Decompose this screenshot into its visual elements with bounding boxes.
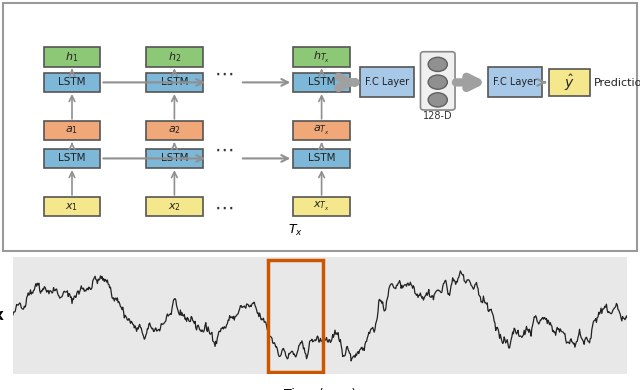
FancyBboxPatch shape <box>420 52 455 110</box>
FancyBboxPatch shape <box>146 121 203 140</box>
Text: $\cdots$: $\cdots$ <box>214 64 234 83</box>
FancyBboxPatch shape <box>146 47 203 67</box>
FancyBboxPatch shape <box>44 197 100 216</box>
Text: $a_1$: $a_1$ <box>65 125 79 136</box>
Text: LSTM: LSTM <box>161 153 188 163</box>
FancyBboxPatch shape <box>146 149 203 168</box>
Text: $a_{T_x}$: $a_{T_x}$ <box>313 124 330 137</box>
FancyBboxPatch shape <box>293 121 350 140</box>
FancyBboxPatch shape <box>146 73 203 92</box>
Text: 128-D: 128-D <box>423 111 452 121</box>
Text: LSTM: LSTM <box>58 77 86 87</box>
FancyBboxPatch shape <box>44 47 100 67</box>
Text: $\hat{y}$: $\hat{y}$ <box>564 73 575 93</box>
Text: $h_2$: $h_2$ <box>168 50 181 64</box>
FancyBboxPatch shape <box>44 73 100 92</box>
Text: LSTM: LSTM <box>161 77 188 87</box>
FancyBboxPatch shape <box>488 67 542 98</box>
Text: x: x <box>0 308 4 323</box>
Text: $x_{T_x}$: $x_{T_x}$ <box>313 200 330 213</box>
Text: $\cdots$: $\cdots$ <box>214 140 234 159</box>
Text: F.C Layer: F.C Layer <box>493 77 537 87</box>
FancyBboxPatch shape <box>44 149 100 168</box>
FancyBboxPatch shape <box>293 197 350 216</box>
Text: F.C Layer: F.C Layer <box>365 77 409 87</box>
FancyBboxPatch shape <box>3 2 637 251</box>
Text: $x_2$: $x_2$ <box>168 201 181 213</box>
Text: LSTM: LSTM <box>308 77 335 87</box>
Text: Prediction: Prediction <box>594 78 640 88</box>
Text: $x_1$: $x_1$ <box>65 201 79 213</box>
Text: $T_x$: $T_x$ <box>288 222 303 238</box>
FancyBboxPatch shape <box>549 69 590 96</box>
Ellipse shape <box>428 93 447 107</box>
FancyBboxPatch shape <box>44 121 100 140</box>
Text: $a_2$: $a_2$ <box>168 125 181 136</box>
Ellipse shape <box>428 57 447 71</box>
Text: LSTM: LSTM <box>58 153 86 163</box>
FancyBboxPatch shape <box>146 197 203 216</box>
Text: $h_{T_x}$: $h_{T_x}$ <box>313 50 330 65</box>
Bar <box>268 260 323 372</box>
Text: Time (secs): Time (secs) <box>284 388 356 390</box>
FancyBboxPatch shape <box>360 67 414 98</box>
FancyBboxPatch shape <box>293 47 350 67</box>
Text: $h_1$: $h_1$ <box>65 50 79 64</box>
Ellipse shape <box>428 75 447 89</box>
Text: LSTM: LSTM <box>308 153 335 163</box>
FancyBboxPatch shape <box>293 73 350 92</box>
Text: $\cdots$: $\cdots$ <box>214 197 234 216</box>
FancyBboxPatch shape <box>293 149 350 168</box>
